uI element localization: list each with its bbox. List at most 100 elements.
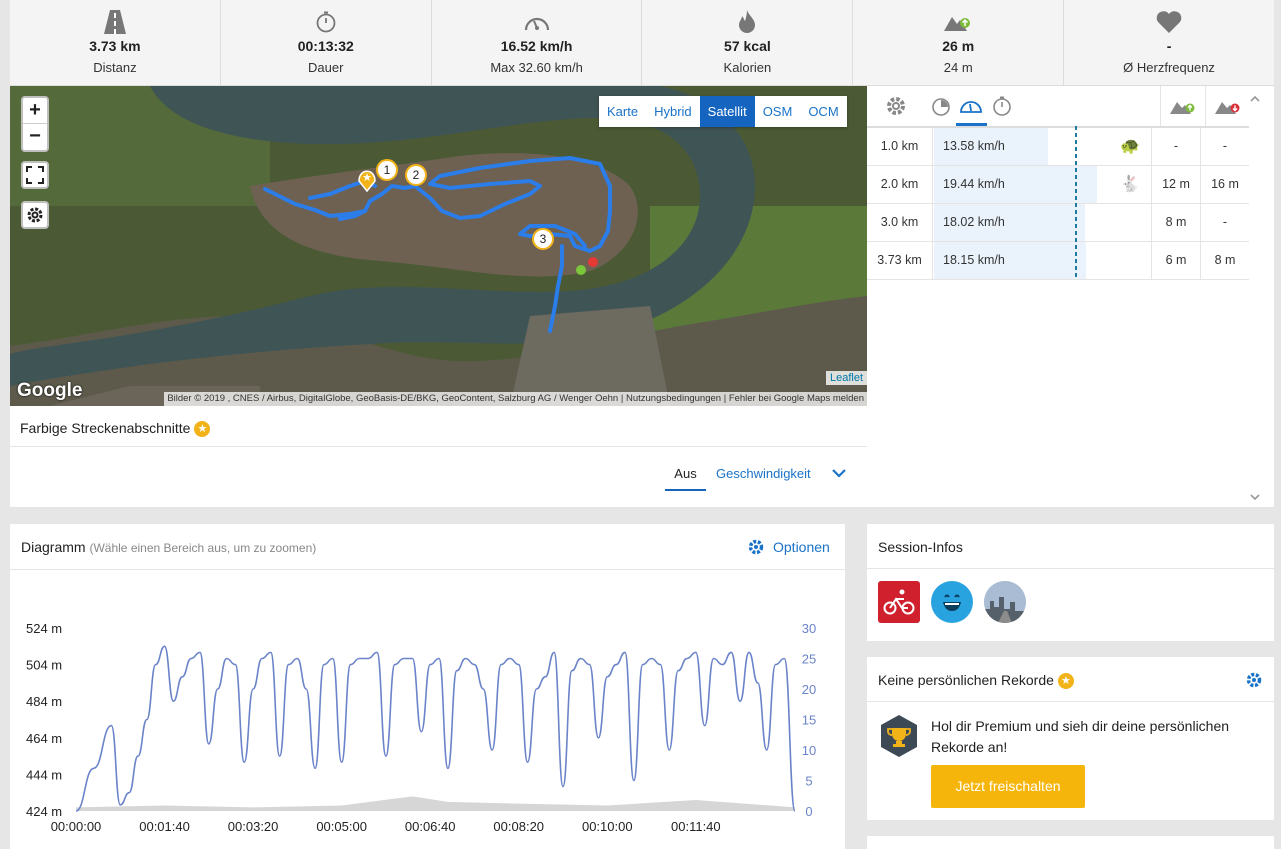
layer-satellit[interactable]: Satellit bbox=[699, 96, 755, 127]
lap-row[interactable]: 3.73 km 18.15 km/h 6 m 8 m bbox=[867, 242, 1249, 280]
lap-distance: 3.0 km bbox=[867, 204, 933, 241]
segments-title: Farbige Streckenabschnitte ★ bbox=[20, 420, 211, 438]
elevation-speed-chart[interactable]: 524 m 504 m 484 m 464 m 444 m 424 m 30 25 20 15 10… bbox=[10, 570, 845, 849]
layer-osm[interactable]: OSM bbox=[762, 104, 793, 119]
lap-row[interactable]: 1.0 km 13.58 km/h 🐢 - - bbox=[867, 128, 1249, 166]
speedometer-icon bbox=[524, 17, 549, 31]
stopwatch-icon bbox=[316, 11, 336, 33]
rabbit-icon: 🐇 bbox=[1120, 176, 1140, 193]
stats-bar: 3.73 km Distanz 00:13:32 Dauer 16.52 km/… bbox=[10, 0, 1274, 86]
y-left-tick-label: 444 m bbox=[26, 767, 62, 782]
table-scrollbar[interactable] bbox=[1249, 94, 1261, 502]
report-link[interactable]: Fehler bei Google Maps melden bbox=[728, 393, 864, 404]
stat-heartrate: - Ø Herzfrequenz bbox=[1064, 0, 1274, 85]
records-panel: Keine persönlichen Rekorde ★ Hol dir Prem… bbox=[867, 657, 1274, 820]
records-title-text: Keine persönlichen Rekorde bbox=[878, 672, 1054, 688]
chart-header: Diagramm (Wähle einen Bereich aus, um zu… bbox=[10, 524, 845, 570]
y-left-tick-label: 464 m bbox=[26, 731, 62, 746]
road-icon bbox=[103, 10, 126, 34]
segments-title-text: Farbige Streckenabschnitte bbox=[20, 420, 191, 436]
lap-speed-bar bbox=[934, 128, 1048, 165]
stat-value: 57 kcal bbox=[724, 38, 771, 54]
turtle-icon: 🐢 bbox=[1120, 138, 1140, 155]
tab-aus[interactable]: Aus bbox=[665, 458, 706, 491]
layer-hybrid[interactable]: Hybrid bbox=[654, 104, 692, 119]
session-info-panel: Session-Infos bbox=[867, 524, 1274, 641]
trophy-icon bbox=[881, 715, 917, 757]
chevron-up-icon[interactable] bbox=[1249, 94, 1261, 104]
elevation-area bbox=[76, 796, 795, 811]
tab-geschwindigkeit[interactable]: Geschwindigkeit bbox=[716, 466, 811, 481]
lap-speed-bar bbox=[934, 166, 1097, 203]
lap-row[interactable]: 2.0 km 19.44 km/h 🐇 12 m 16 m bbox=[867, 166, 1249, 204]
unlock-premium-button[interactable]: Jetzt freischalten bbox=[931, 765, 1085, 808]
route-map[interactable]: ★ 1 2 3 + − Karte Hybrid Satellit OSM OC… bbox=[10, 86, 867, 406]
stat-value: 3.73 km bbox=[89, 38, 141, 54]
laps-table: 1.0 km 13.58 km/h 🐢 - -2.0 km 19.44 km/h 🐇 12 m… bbox=[867, 86, 1274, 507]
lap-speed: 18.15 km/h bbox=[943, 253, 1005, 267]
records-text: Hol dir Premium und sieh dir deine persö… bbox=[931, 718, 1230, 755]
records-title: Keine persönlichen Rekorde ★ bbox=[878, 672, 1074, 690]
stat-speed: 16.52 km/h Max 32.60 km/h bbox=[432, 0, 643, 85]
leaflet-link[interactable]: Leaflet bbox=[825, 371, 867, 385]
lap-distance: 2.0 km bbox=[867, 166, 933, 203]
next-panel bbox=[867, 836, 1274, 849]
elevation-up-icon bbox=[944, 17, 971, 31]
chevron-down-icon[interactable] bbox=[1249, 492, 1261, 502]
y-left-tick-label: 484 m bbox=[26, 694, 62, 709]
segments-panel: Farbige Streckenabschnitte ★ Aus Geschwin… bbox=[10, 406, 867, 507]
gear-icon bbox=[748, 539, 764, 555]
layer-ocm[interactable]: OCM bbox=[808, 104, 839, 119]
stat-value: - bbox=[1166, 38, 1172, 54]
speed-column-button[interactable] bbox=[956, 86, 987, 126]
map-settings-button[interactable] bbox=[21, 201, 49, 229]
map-marker-3[interactable]: 3 bbox=[532, 228, 554, 250]
y-right-tick-label: 15 bbox=[802, 713, 816, 728]
google-logo: Google bbox=[17, 380, 83, 401]
zoom-in-button[interactable]: + bbox=[23, 98, 47, 124]
chevron-down-icon[interactable] bbox=[831, 467, 847, 479]
settings-column-button[interactable] bbox=[867, 86, 926, 126]
y-right-tick-label: 25 bbox=[802, 652, 816, 667]
y-right-tick-label: 0 bbox=[805, 804, 812, 819]
stat-label: 24 m bbox=[943, 60, 973, 75]
laps-table-header bbox=[867, 86, 1249, 128]
stopwatch-icon bbox=[992, 96, 1011, 116]
gear-icon[interactable] bbox=[1245, 671, 1263, 689]
satellite-imagery bbox=[10, 86, 867, 406]
map-attribution: Bilder © 2019 , CNES / Airbus, DigitalGl… bbox=[164, 392, 867, 406]
chart-title: Diagramm (Wähle einen Bereich aus, um zu… bbox=[21, 539, 316, 555]
avg-speed-line bbox=[1075, 126, 1077, 278]
speedometer-icon bbox=[960, 100, 983, 113]
chart-options-label: Optionen bbox=[773, 539, 830, 555]
stat-calories: 57 kcal Kalorien bbox=[642, 0, 854, 85]
x-tick-label: 00:05:00 bbox=[316, 819, 367, 834]
speed-line bbox=[75, 645, 796, 812]
terms-link[interactable]: Nutzungsbedingungen bbox=[625, 393, 722, 404]
fullscreen-button[interactable] bbox=[21, 161, 49, 189]
map-marker-1[interactable]: 1 bbox=[376, 159, 398, 181]
stat-elevation: 26 m 24 m bbox=[853, 0, 1065, 85]
lap-speed: 19.44 km/h bbox=[943, 177, 1005, 191]
zoom-control: + − bbox=[21, 96, 49, 152]
time-column-button[interactable] bbox=[987, 86, 1017, 126]
zoom-out-button[interactable]: − bbox=[29, 125, 41, 147]
stat-duration: 00:13:32 Dauer bbox=[221, 0, 432, 85]
x-tick-label: 00:00:00 bbox=[51, 819, 102, 834]
x-tick-label: 00:06:40 bbox=[405, 819, 456, 834]
stat-value: 16.52 km/h bbox=[500, 38, 573, 54]
stat-label: Kalorien bbox=[723, 60, 772, 75]
pace-column-button[interactable] bbox=[926, 86, 956, 126]
y-left-tick-label: 524 m bbox=[26, 621, 62, 636]
smile-icon[interactable] bbox=[931, 581, 973, 623]
stat-value: 26 m bbox=[942, 38, 975, 54]
layer-karte[interactable]: Karte bbox=[607, 104, 639, 119]
gear-icon bbox=[27, 207, 43, 223]
cycling-icon[interactable] bbox=[878, 581, 920, 623]
map-marker-2[interactable]: 2 bbox=[405, 164, 427, 186]
lap-row[interactable]: 3.0 km 18.02 km/h 8 m - bbox=[867, 204, 1249, 242]
weather-icon[interactable] bbox=[984, 581, 1026, 623]
chart-options-button[interactable]: Optionen bbox=[747, 538, 830, 556]
lap-ascent: - bbox=[1151, 128, 1201, 165]
x-tick-label: 00:10:00 bbox=[582, 819, 633, 834]
